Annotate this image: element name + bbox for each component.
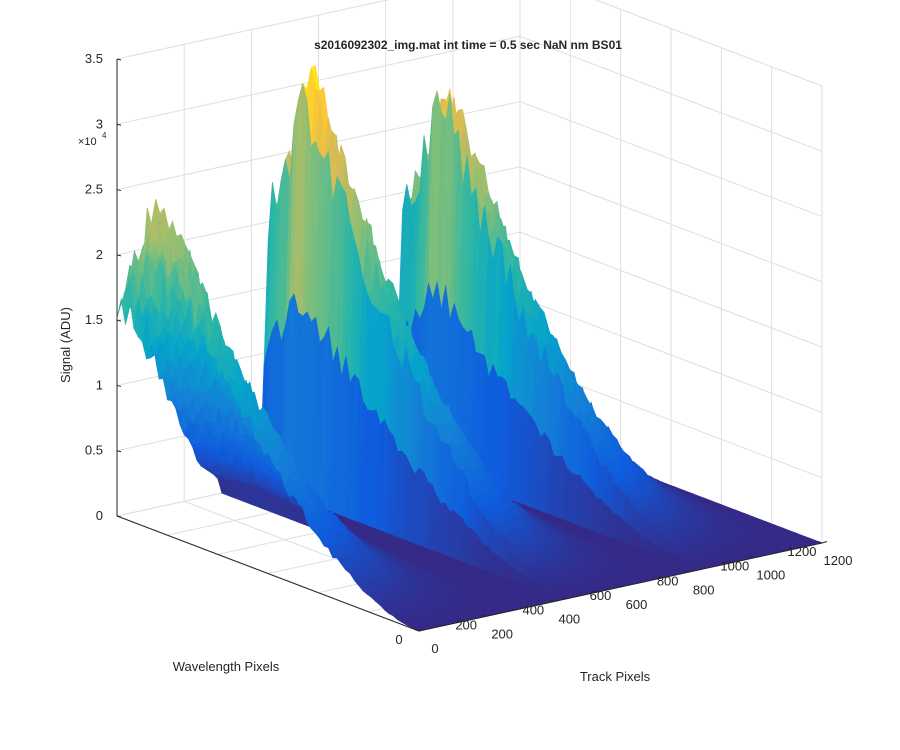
gridline-z-sidewall: [519, 296, 823, 413]
gridline-z-backwall: [116, 0, 390, 60]
gridline-z-sidewall: [519, 231, 823, 348]
gridline-z-backwall: [116, 35, 521, 125]
surface: [116, 65, 824, 632]
gridline-z-sidewall: [594, 0, 823, 87]
gridline-z-sidewall: [519, 166, 823, 283]
gridline-z-sidewall: [519, 101, 823, 218]
gridline-z-sidewall: [519, 35, 823, 152]
